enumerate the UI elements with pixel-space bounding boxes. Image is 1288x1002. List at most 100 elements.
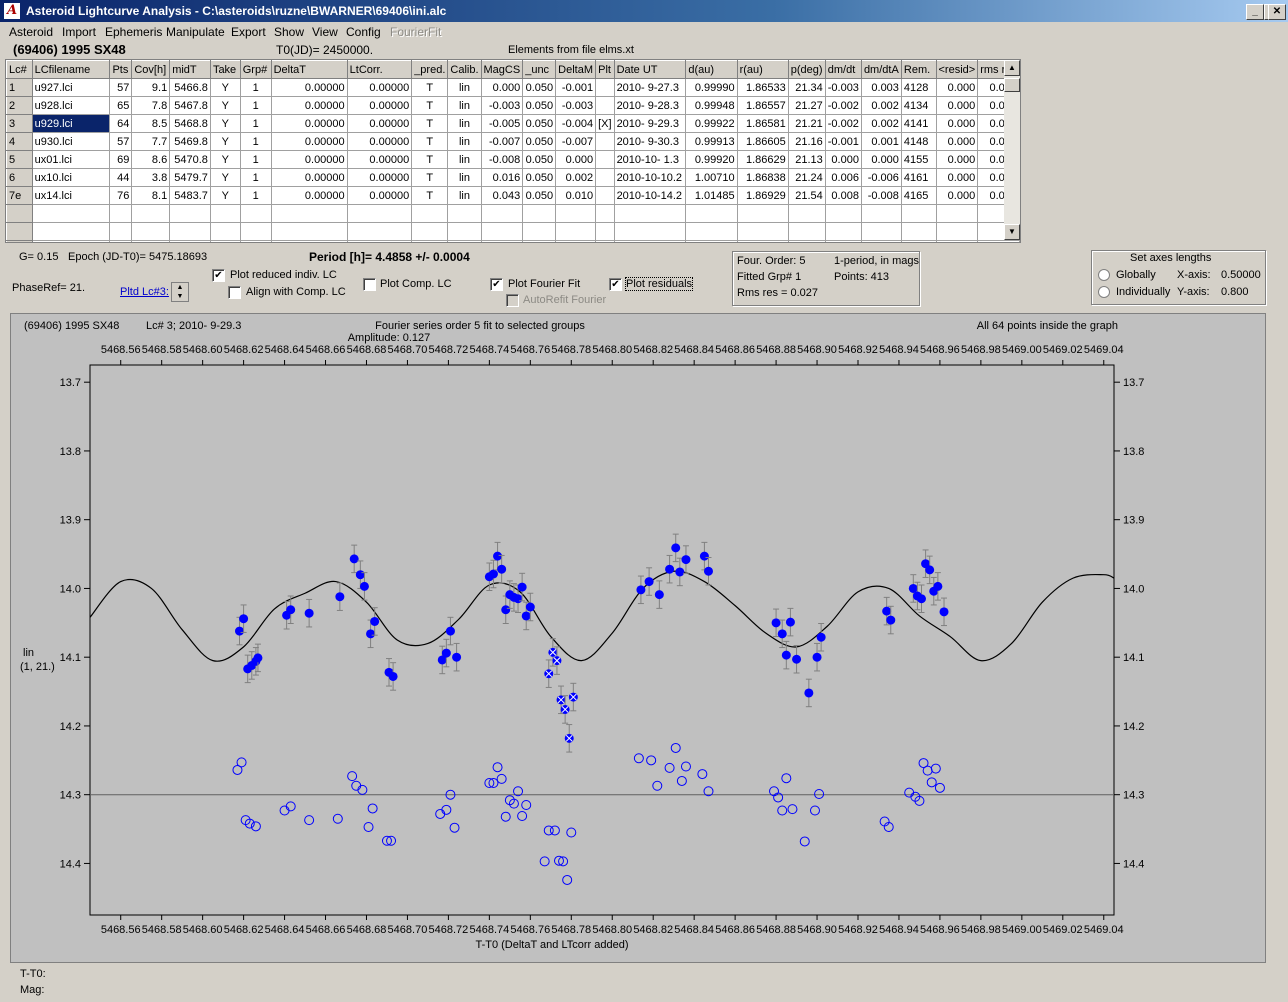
table-cell[interactable]: 0.050 bbox=[522, 78, 557, 97]
table-cell[interactable]: 0.00000 bbox=[346, 150, 413, 169]
table-cell[interactable]: u929.lci bbox=[31, 114, 111, 133]
table-row-empty[interactable] bbox=[6, 240, 1020, 242]
table-cell[interactable]: lin bbox=[447, 96, 482, 115]
table-cell[interactable]: 0.000 bbox=[935, 186, 979, 205]
table-cell[interactable]: T bbox=[411, 78, 449, 97]
table-cell[interactable]: 0.00000 bbox=[346, 78, 413, 97]
table-cell[interactable] bbox=[685, 222, 738, 241]
table-cell[interactable]: 0.010 bbox=[555, 186, 597, 205]
table-cell[interactable]: -0.001 bbox=[555, 78, 597, 97]
table-cell[interactable]: 2010-10-14.2 bbox=[613, 186, 687, 205]
table-cell[interactable]: 0.000 bbox=[480, 78, 524, 97]
table-cell[interactable]: -0.004 bbox=[555, 114, 597, 133]
table-cell[interactable]: 5470.8 bbox=[169, 150, 211, 169]
table-cell[interactable]: lin bbox=[447, 150, 482, 169]
table-cell[interactable]: -0.008 bbox=[860, 186, 902, 205]
table-cell[interactable]: 5467.8 bbox=[169, 96, 211, 115]
table-cell[interactable]: 4165 bbox=[900, 186, 937, 205]
table-cell[interactable] bbox=[480, 204, 524, 223]
scroll-up-icon[interactable]: ▲ bbox=[1004, 60, 1020, 76]
table-cell[interactable]: 0.00000 bbox=[346, 132, 413, 151]
table-cell[interactable]: 0.000 bbox=[935, 168, 979, 187]
table-cell[interactable]: 0.00000 bbox=[270, 186, 348, 205]
table-cell[interactable]: -0.003 bbox=[555, 96, 597, 115]
table-cell[interactable]: 5468.8 bbox=[169, 114, 211, 133]
table-cell[interactable]: 8.1 bbox=[131, 186, 171, 205]
table-cell[interactable]: -0.006 bbox=[860, 168, 902, 187]
table-cell[interactable]: 1 bbox=[239, 186, 272, 205]
y-axis-value[interactable]: 0.800 bbox=[1221, 286, 1249, 298]
menu-show[interactable]: Show bbox=[274, 25, 305, 39]
menu-export[interactable]: Export bbox=[231, 25, 266, 39]
table-cell[interactable]: lin bbox=[447, 132, 482, 151]
table-cell[interactable]: 0.00000 bbox=[346, 168, 413, 187]
table-cell[interactable] bbox=[787, 240, 826, 242]
table-cell[interactable]: Y bbox=[209, 78, 241, 97]
column-header[interactable]: LtCorr. bbox=[346, 60, 413, 79]
table-cell[interactable]: 7.8 bbox=[131, 96, 171, 115]
table-cell[interactable]: 0.002 bbox=[860, 96, 902, 115]
table-cell[interactable] bbox=[239, 204, 272, 223]
table-cell[interactable]: 7e bbox=[6, 186, 33, 205]
column-header[interactable]: Lc# bbox=[6, 60, 33, 79]
table-cell[interactable] bbox=[555, 204, 597, 223]
table-cell[interactable] bbox=[824, 204, 862, 223]
column-header[interactable]: DeltaM bbox=[555, 60, 597, 79]
table-cell[interactable]: 21.21 bbox=[787, 114, 826, 133]
table-cell[interactable]: 5479.7 bbox=[169, 168, 211, 187]
table-cell[interactable]: 1.01485 bbox=[685, 186, 738, 205]
table-cell[interactable]: -0.001 bbox=[824, 132, 862, 151]
menu-manipulate[interactable]: Manipulate bbox=[166, 25, 225, 39]
table-cell[interactable] bbox=[595, 240, 615, 242]
table-cell[interactable] bbox=[555, 222, 597, 241]
plot-reduced-checkbox[interactable]: ✔ bbox=[212, 269, 225, 282]
table-cell[interactable]: 21.34 bbox=[787, 78, 826, 97]
table-cell[interactable]: 4161 bbox=[900, 168, 937, 187]
table-cell[interactable] bbox=[824, 240, 862, 242]
table-cell[interactable]: 0.99920 bbox=[685, 150, 738, 169]
table-cell[interactable]: 2010- 9-28.3 bbox=[613, 96, 687, 115]
table-cell[interactable]: 0.00000 bbox=[270, 114, 348, 133]
table-cell[interactable]: 9.1 bbox=[131, 78, 171, 97]
table-cell[interactable]: 0.00000 bbox=[270, 78, 348, 97]
table-cell[interactable] bbox=[131, 240, 171, 242]
table-cell[interactable] bbox=[346, 240, 413, 242]
table-cell[interactable]: 0.050 bbox=[522, 150, 557, 169]
scroll-down-icon[interactable]: ▼ bbox=[1004, 224, 1020, 240]
table-cell[interactable]: -0.003 bbox=[480, 96, 524, 115]
table-cell[interactable] bbox=[6, 240, 33, 242]
table-cell[interactable]: Y bbox=[209, 132, 241, 151]
table-cell[interactable]: T bbox=[411, 186, 449, 205]
table-cell[interactable] bbox=[31, 240, 111, 242]
table-cell[interactable]: -0.008 bbox=[480, 150, 524, 169]
table-cell[interactable] bbox=[736, 204, 789, 223]
table-cell[interactable]: 0.00000 bbox=[346, 96, 413, 115]
table-cell[interactable]: -0.005 bbox=[480, 114, 524, 133]
table-cell[interactable]: 1.00710 bbox=[685, 168, 738, 187]
table-cell[interactable]: 1.86929 bbox=[736, 186, 789, 205]
column-header[interactable]: DeltaT bbox=[270, 60, 348, 79]
column-header[interactable]: _unc bbox=[522, 60, 557, 79]
table-cell[interactable]: 5 bbox=[6, 150, 33, 169]
table-cell[interactable] bbox=[270, 222, 348, 241]
table-cell[interactable] bbox=[109, 204, 133, 223]
table-cell[interactable] bbox=[595, 204, 615, 223]
table-cell[interactable] bbox=[6, 222, 33, 241]
table-cell[interactable]: 0.050 bbox=[522, 168, 557, 187]
table-cell[interactable]: 1.86629 bbox=[736, 150, 789, 169]
table-cell[interactable] bbox=[900, 222, 937, 241]
table-cell[interactable] bbox=[411, 204, 449, 223]
table-cell[interactable]: -0.007 bbox=[480, 132, 524, 151]
table-cell[interactable]: 0.000 bbox=[935, 132, 979, 151]
table-cell[interactable]: lin bbox=[447, 168, 482, 187]
table-cell[interactable]: ux10.lci bbox=[31, 168, 111, 187]
table-cell[interactable] bbox=[860, 222, 902, 241]
lightcurve-table[interactable]: Lc# LCfilename Pts Cov[h] midT Take Grp# DeltaT… bbox=[5, 59, 1021, 243]
table-cell[interactable]: 0.000 bbox=[935, 96, 979, 115]
table-cell[interactable]: 21.13 bbox=[787, 150, 826, 169]
table-cell[interactable]: 0.050 bbox=[522, 114, 557, 133]
menu-view[interactable]: View bbox=[312, 25, 338, 39]
table-cell[interactable] bbox=[522, 222, 557, 241]
